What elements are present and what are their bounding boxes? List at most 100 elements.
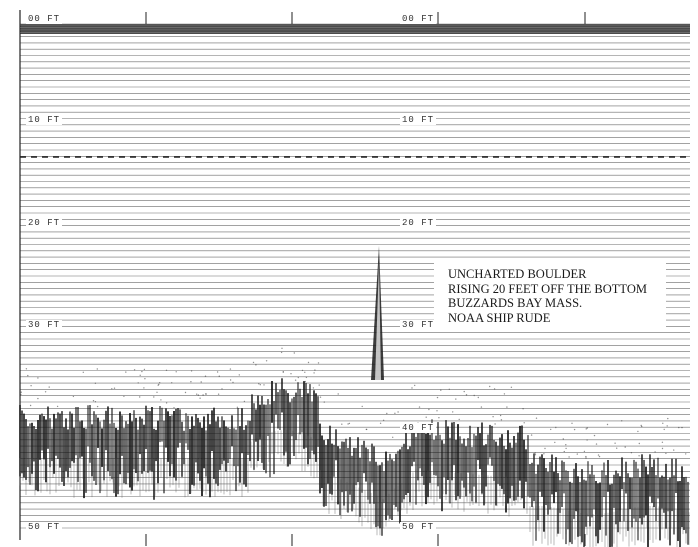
noise-speck bbox=[217, 393, 220, 395]
noise-speck bbox=[555, 426, 557, 429]
noise-speck bbox=[139, 396, 141, 398]
noise-speck bbox=[290, 373, 292, 375]
noise-speck bbox=[624, 446, 626, 448]
noise-speck bbox=[348, 422, 351, 425]
noise-speck bbox=[499, 414, 502, 417]
noise-speck bbox=[171, 382, 173, 384]
noise-speck bbox=[621, 420, 623, 422]
noise-speck bbox=[72, 395, 75, 398]
noise-speck bbox=[190, 381, 192, 383]
noise-speck bbox=[304, 380, 306, 383]
noise-speck bbox=[56, 405, 59, 408]
noise-speck bbox=[583, 450, 586, 453]
noise-speck bbox=[534, 452, 536, 454]
noise-speck bbox=[96, 368, 99, 370]
noise-speck bbox=[568, 456, 570, 458]
noise-speck bbox=[681, 426, 683, 429]
noise-speck bbox=[293, 352, 295, 354]
noise-speck bbox=[662, 422, 664, 424]
noise-speck bbox=[143, 387, 145, 389]
noise-speck bbox=[630, 452, 633, 454]
depth-label-right-40: 40 FT bbox=[400, 423, 437, 433]
time-mark-ticks bbox=[145, 12, 586, 546]
noise-speck bbox=[394, 412, 396, 414]
noise-speck bbox=[229, 368, 232, 370]
noise-speck bbox=[585, 428, 587, 430]
noise-speck bbox=[123, 395, 125, 397]
noise-speck bbox=[307, 361, 310, 364]
surface-band-fill bbox=[20, 24, 690, 34]
noise-speck bbox=[143, 368, 146, 371]
depth-label-left-50: 50 FT bbox=[26, 522, 63, 532]
noise-speck bbox=[317, 362, 320, 364]
boulder-spike-gap bbox=[375, 262, 381, 380]
noise-speck bbox=[585, 457, 587, 459]
noise-speck bbox=[48, 386, 50, 388]
noise-speck bbox=[281, 347, 283, 349]
noise-speck bbox=[282, 371, 284, 373]
noise-speck bbox=[452, 411, 454, 413]
noise-speck bbox=[27, 374, 29, 377]
noise-speck bbox=[137, 382, 139, 384]
noise-speck bbox=[313, 372, 315, 374]
noise-speck bbox=[463, 390, 465, 393]
noise-speck bbox=[20, 393, 22, 396]
noise-speck bbox=[294, 379, 297, 381]
noise-speck bbox=[301, 369, 304, 372]
noise-speck bbox=[640, 424, 642, 427]
noise-speck bbox=[96, 405, 99, 408]
noise-speck bbox=[565, 444, 567, 446]
noise-speck bbox=[665, 452, 667, 455]
noise-speck bbox=[153, 396, 155, 398]
noise-speck bbox=[252, 361, 255, 364]
noise-speck bbox=[534, 454, 537, 456]
noise-speck bbox=[477, 396, 479, 399]
noise-speck bbox=[616, 447, 618, 449]
noise-speck bbox=[493, 388, 496, 390]
noise-speck bbox=[37, 377, 39, 379]
noise-speck bbox=[236, 406, 239, 408]
noise-speck bbox=[160, 399, 162, 401]
noise-speck bbox=[139, 374, 141, 376]
noise-speck bbox=[585, 455, 587, 458]
noise-speck bbox=[586, 439, 588, 441]
noise-speck bbox=[641, 425, 643, 428]
noise-speck bbox=[30, 385, 32, 387]
noise-speck bbox=[562, 438, 564, 440]
noise-speck bbox=[125, 371, 127, 373]
noise-speck bbox=[304, 371, 306, 373]
depth-label-left-20: 20 FT bbox=[26, 218, 63, 228]
noise-speck bbox=[506, 406, 508, 408]
noise-speck bbox=[190, 370, 193, 372]
noise-speck bbox=[667, 417, 669, 420]
noise-speck bbox=[480, 406, 483, 408]
noise-speck bbox=[414, 384, 416, 387]
noise-speck bbox=[94, 401, 97, 403]
annotation-line-3: BUZZARDS BAY MASS. bbox=[448, 296, 583, 310]
annotation-line-4: NOAA SHIP RUDE bbox=[448, 310, 551, 325]
noise-speck bbox=[489, 385, 491, 388]
noise-speck bbox=[673, 449, 675, 451]
depth-label-right-30: 30 FT bbox=[400, 320, 437, 330]
noise-speck bbox=[440, 389, 442, 391]
boulder-annotation: UNCHARTED BOULDER RISING 20 FEET OFF THE… bbox=[434, 262, 666, 328]
noise-speck bbox=[92, 400, 95, 402]
noise-speck bbox=[637, 430, 639, 433]
noise-speck bbox=[20, 391, 22, 393]
noise-speck bbox=[411, 387, 413, 389]
noise-speck bbox=[638, 455, 640, 457]
surface-band bbox=[20, 24, 690, 34]
noise-speck bbox=[597, 454, 600, 456]
noise-speck bbox=[573, 428, 576, 431]
noise-speck bbox=[473, 394, 475, 397]
depth-label-left-30: 30 FT bbox=[26, 320, 63, 330]
noise-speck bbox=[448, 388, 450, 390]
noise-speck bbox=[571, 422, 573, 424]
noise-speck bbox=[113, 387, 116, 389]
noise-speck bbox=[606, 423, 609, 426]
noise-speck bbox=[494, 423, 496, 425]
noise-speck bbox=[341, 423, 343, 425]
noise-speck bbox=[158, 383, 160, 386]
noise-speck bbox=[598, 455, 601, 458]
noise-speck bbox=[523, 422, 525, 424]
